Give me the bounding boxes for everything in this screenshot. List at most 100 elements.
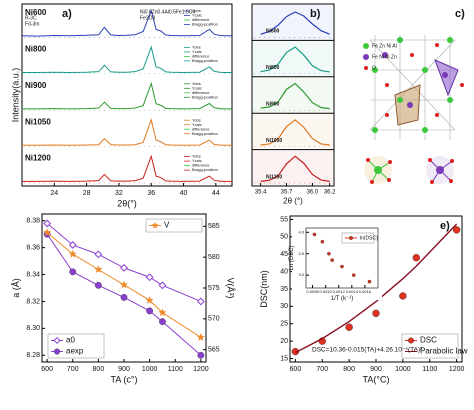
legend-label: Bragg-position [192, 22, 218, 27]
legend-label: Ycalc [192, 49, 202, 54]
legend-label: Bragg-position [192, 131, 218, 136]
x-tick-label: 1200 [193, 366, 209, 373]
legend-label: Yobs [192, 8, 201, 13]
series-label: Ni800 [25, 45, 47, 54]
legend-label: Fe Ni Al Zn [372, 54, 397, 60]
data-point [320, 239, 325, 244]
legend-marker [151, 221, 159, 229]
legend-label: Ycalc [192, 13, 202, 18]
data-point [351, 273, 356, 277]
x-tick-label: 36.2 [324, 190, 336, 196]
legend-label: Ycalc [192, 122, 202, 127]
legend-label: a0 [66, 336, 75, 345]
y-tick-label: 8.38 [26, 218, 40, 225]
legend-label: O [372, 65, 376, 71]
y-axis-label: DSC(nm) [259, 270, 269, 308]
data-point [367, 279, 372, 284]
data-point [68, 241, 77, 249]
legend-swatch [363, 54, 369, 60]
x-axis-label: 1/T (k⁻¹) [331, 296, 353, 302]
y-tick-label: 8.34 [26, 271, 40, 278]
x-tick-label: 900 [118, 366, 130, 373]
data-line [22, 118, 232, 146]
series-label: Ni1200 [25, 154, 51, 163]
x-tick-label: 1100 [168, 366, 183, 373]
series-label: Ni600 [266, 29, 280, 35]
x-tick-label: 600 [290, 366, 302, 373]
legend-label: Parabolic law [420, 347, 468, 356]
legend-marker [53, 336, 61, 345]
x-tick-label: 600 [41, 366, 53, 373]
plot-frame [21, 3, 233, 187]
x-tick-label: 0.0014 [346, 289, 359, 294]
y-tick-label: 40 [280, 268, 288, 275]
y-tick-label: 55 [280, 216, 288, 223]
y2-tick-label: 585 [208, 223, 220, 230]
x-tick-label: 700 [316, 366, 328, 373]
panel-label: a) [62, 8, 72, 20]
data-point [145, 273, 154, 282]
crystal-structure: c) Fe Zn Ni Al Fe Ni Al Zn O [346, 3, 472, 203]
y-tick-label: 4.0 [298, 229, 304, 234]
data-point [330, 258, 334, 262]
legend-label: Bragg-position [192, 167, 218, 172]
series-label: Ni1050 [25, 117, 51, 126]
legend-label: difference [192, 163, 210, 168]
data-line [260, 119, 330, 146]
plot-frame [251, 3, 335, 187]
y2-axis-label: V(Å³) [225, 278, 235, 299]
legend-label: Fe Zn Ni Al [372, 43, 397, 49]
data-line [22, 45, 232, 73]
data-point [327, 251, 331, 256]
y-tick-label: 20 [280, 338, 288, 345]
legend-label: difference [192, 17, 210, 22]
series-label: Ni900 [25, 81, 47, 90]
legend-swatch [364, 66, 368, 70]
x-tick-label: 1000 [142, 366, 158, 373]
data-point [43, 228, 52, 236]
data-point [399, 292, 407, 300]
annotation: DSC=10.36-0.015(TA)+4.26.10⁻⁵(TA)² [312, 347, 423, 354]
y-tick-label: 30 [280, 303, 288, 310]
x-tick-label: 35.7 [281, 190, 293, 196]
data-line [46, 223, 202, 302]
x-tick-label: 800 [93, 366, 105, 373]
legend-label: ln(DSC) [360, 235, 378, 241]
x-tick-label: 32 [115, 190, 123, 197]
y-axis-label: a (Å) [11, 278, 21, 298]
legend-label: aexp [66, 347, 84, 356]
plot-frame [305, 227, 379, 289]
x-tick-label: 1100 [422, 366, 437, 373]
data-point [412, 254, 421, 262]
data-point [120, 280, 128, 289]
legend-label: difference [192, 53, 210, 58]
x-tick-label: 0.0012 [333, 289, 346, 294]
data-point [69, 268, 77, 276]
legend-label: difference [192, 90, 210, 95]
x-axis-label: 2θ (°) [283, 197, 303, 206]
data-line [260, 82, 330, 110]
x-axis-label: 2θ(°) [117, 199, 137, 209]
y2-tick-label: 575 [208, 285, 220, 292]
x-tick-label: 35.4 [255, 190, 267, 196]
legend-label: Yobs [192, 44, 201, 49]
y-tick-label: 15 [280, 355, 288, 362]
y-axis-label: Intensity(a.u.) [10, 68, 20, 123]
legend-marker [54, 348, 61, 355]
y-tick-label: 45 [280, 251, 288, 258]
y-tick-label: 3.5 [298, 251, 304, 256]
x-tick-label: 36 [147, 190, 155, 197]
annotation: R-3C [25, 15, 37, 21]
data-point [312, 232, 317, 237]
annotation: Fe2O3 [140, 15, 156, 21]
legend-swatch [363, 43, 369, 49]
panel-label: e) [440, 220, 450, 232]
atoms [372, 37, 464, 133]
y-axis-label: Ln (DSC) [289, 245, 295, 270]
data-point [340, 264, 344, 269]
data-point [94, 250, 103, 259]
data-point [197, 351, 205, 359]
x-tick-label: 40 [180, 190, 188, 197]
